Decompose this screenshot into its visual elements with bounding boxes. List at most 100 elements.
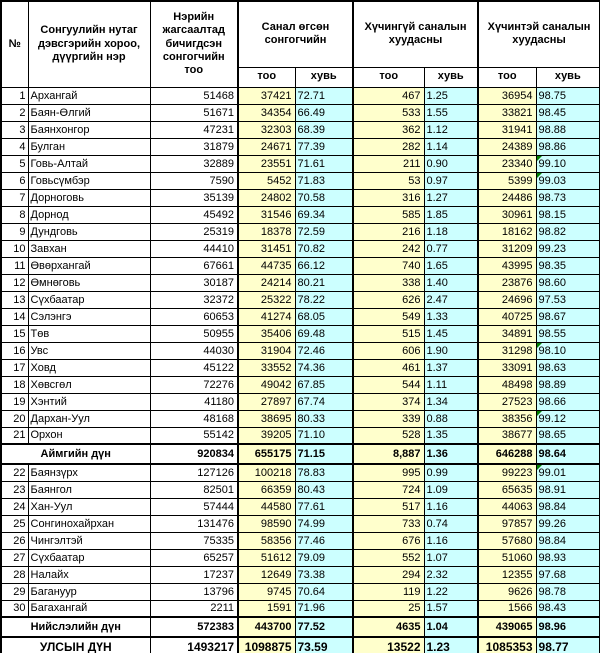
invalid-count-cell: 211	[352, 154, 425, 173]
valid-percent-cell: 98.64	[535, 443, 600, 465]
registered-count-cell: 13796	[149, 582, 239, 601]
table-row: 20 Дархан-Уул 48168 38695 80.33 339 0.88 38356 9…	[0, 409, 600, 428]
registered-count-cell: 17237	[149, 565, 239, 584]
valid-percent-cell: 98.73	[535, 188, 600, 207]
registered-count-cell: 51468	[149, 86, 239, 105]
invalid-count-cell: 544	[352, 375, 425, 394]
valid-percent-cell: 98.82	[535, 222, 600, 241]
table-row: 12 Өмнөговь 30187 24214 80.21 338 1.40 23876 98.…	[0, 273, 600, 292]
voted-count-cell: 1591	[237, 599, 296, 618]
voted-percent-cell: 79.09	[294, 548, 354, 567]
invalid-count-cell: 552	[352, 548, 425, 567]
voted-percent-cell: 74.99	[294, 514, 354, 533]
valid-percent-cell: 98.67	[535, 307, 600, 326]
voted-percent-cell: 66.49	[294, 103, 354, 122]
invalid-count-cell: 25	[352, 599, 425, 618]
invalid-percent-cell: 1.85	[423, 205, 479, 224]
voted-percent-cell: 71.96	[294, 599, 354, 618]
table-body: 1 Архангай 51468 37421 72.71 467 1.25 36954 98.7…	[0, 86, 600, 653]
valid-count-cell: 646288	[477, 443, 537, 465]
row-number-cell: 21	[0, 426, 29, 445]
voted-percent-cell: 71.83	[294, 171, 354, 190]
invalid-percent-cell: 1.55	[423, 103, 479, 122]
total-label-cell: Аймгийн дүн	[0, 443, 151, 465]
valid-percent-cell: 98.78	[535, 582, 600, 601]
district-name-cell: Дархан-Уул	[27, 409, 151, 428]
table-row: 25 Сонгинохайрхан 131476 98590 74.99 733 0.74 9…	[0, 514, 600, 533]
valid-percent-cell: 97.68	[535, 565, 600, 584]
invalid-percent-cell: 1.90	[423, 341, 479, 360]
error-flag-icon	[537, 411, 542, 416]
row-number-cell: 13	[0, 290, 29, 309]
table-row: 13 Сүхбаатар 32372 25322 78.22 626 2.47 24696 97…	[0, 290, 600, 309]
voted-percent-cell: 72.71	[294, 86, 354, 105]
invalid-count-cell: 216	[352, 222, 425, 241]
valid-percent-cell: 99.12	[535, 409, 600, 428]
invalid-percent-cell: 1.36	[423, 443, 479, 465]
invalid-count-cell: 461	[352, 358, 425, 377]
invalid-percent-cell: 0.88	[423, 409, 479, 428]
district-name-cell: Баянгол	[27, 480, 151, 499]
row-number-cell: 25	[0, 514, 29, 533]
registered-count-cell: 131476	[149, 514, 239, 533]
invalid-percent-cell: 1.11	[423, 375, 479, 394]
invalid-count-cell: 8,887	[352, 443, 425, 465]
invalid-count-cell: 676	[352, 531, 425, 550]
header-sub-row: тоо хувь тоо хувь тоо хувь	[1, 66, 600, 88]
table-row: 8 Дорнод 45492 31546 69.34 585 1.85 30961 98.15	[0, 205, 600, 224]
row-number-cell: 2	[0, 103, 29, 122]
table-row: 29 Багануур 13796 9745 70.64 119 1.22 9626 98.78	[0, 582, 600, 601]
registered-count-cell: 45122	[149, 358, 239, 377]
invalid-percent-cell: 2.32	[423, 565, 479, 584]
row-number-cell: 8	[0, 205, 29, 224]
invalid-percent-cell: 1.16	[423, 497, 479, 516]
invalid-count-cell: 4635	[352, 616, 425, 638]
voted-percent-cell: 68.39	[294, 120, 354, 139]
valid-percent-cell: 98.86	[535, 137, 600, 156]
district-name-cell: Дорнод	[27, 205, 151, 224]
registered-count-cell: 48168	[149, 409, 239, 428]
invalid-percent-cell: 1.40	[423, 273, 479, 292]
district-name-cell: Говьсүмбэр	[27, 171, 151, 190]
registered-count-cell: 51671	[149, 103, 239, 122]
row-number-cell: 22	[0, 463, 29, 482]
voted-percent-cell: 70.64	[294, 582, 354, 601]
valid-count-cell: 99223	[477, 463, 537, 482]
error-flag-icon	[537, 156, 542, 161]
district-name-cell: Дорноговь	[27, 188, 151, 207]
district-name-cell: Хөвсгөл	[27, 375, 151, 394]
invalid-percent-cell: 0.74	[423, 514, 479, 533]
district-name-cell: Сэлэнгэ	[27, 307, 151, 326]
valid-count-cell: 5399	[477, 171, 537, 190]
district-name-cell: Багахангай	[27, 599, 151, 618]
invalid-percent-cell: 1.33	[423, 307, 479, 326]
voted-count-cell: 655175	[237, 443, 296, 465]
registered-count-cell: 25319	[149, 222, 239, 241]
invalid-percent-cell: 1.09	[423, 480, 479, 499]
valid-percent-cell: 98.93	[535, 548, 600, 567]
registered-count-cell: 30187	[149, 273, 239, 292]
registered-count-cell: 45492	[149, 205, 239, 224]
invalid-count-cell: 316	[352, 188, 425, 207]
table-row: 30 Багахангай 2211 1591 71.96 25 1.57 1566 98.43	[0, 599, 600, 618]
valid-percent-cell: 98.45	[535, 103, 600, 122]
invalid-percent-cell: 1.37	[423, 358, 479, 377]
invalid-percent-cell: 1.14	[423, 137, 479, 156]
row-number-cell: 16	[0, 341, 29, 360]
registered-count-cell: 32372	[149, 290, 239, 309]
table-row: 27 Сүхбаатар 65257 51612 79.09 552 1.07 51060 98…	[0, 548, 600, 567]
district-name-cell: Чингэлтэй	[27, 531, 151, 550]
registered-count-cell: 47231	[149, 120, 239, 139]
voted-percent-cell: 71.61	[294, 154, 354, 173]
row-number-cell: 3	[0, 120, 29, 139]
valid-count-cell: 36954	[477, 86, 537, 105]
table-row: 9 Дундговь 25319 18378 72.59 216 1.18 18162 98.8…	[0, 222, 600, 241]
table-row: 16 Увс 44030 31904 72.46 606 1.90 31298 98.10	[0, 341, 600, 360]
valid-percent-cell: 98.35	[535, 256, 600, 275]
voted-count-cell: 35406	[237, 324, 296, 343]
voted-percent-cell: 78.83	[294, 463, 354, 482]
total-row: Нийслэлийн дүн 572383 443700 77.52 4635 1.04 4…	[0, 616, 600, 638]
voted-count-cell: 24671	[237, 137, 296, 156]
